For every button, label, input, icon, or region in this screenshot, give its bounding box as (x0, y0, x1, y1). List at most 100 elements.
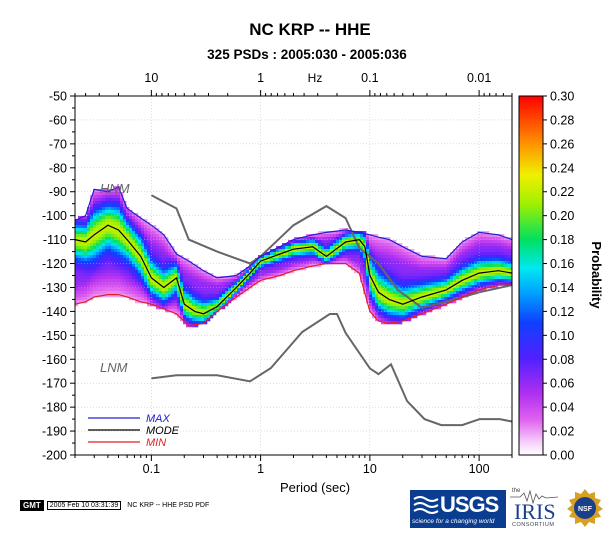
heatmap-cell (75, 291, 79, 295)
heatmap-cell (411, 294, 415, 298)
heatmap-cell (417, 264, 421, 268)
heatmap-cell (177, 297, 181, 301)
heatmap-cell (141, 249, 145, 253)
heatmap-cell (402, 273, 406, 277)
heatmap-cell (384, 264, 388, 268)
x-tick-label: 10 (363, 462, 377, 476)
heatmap-cell (93, 213, 97, 217)
heatmap-cell (231, 294, 235, 298)
colorbar-tick-label: 0.14 (550, 281, 574, 295)
heatmap-cell (141, 255, 145, 259)
heatmap-cell (447, 279, 451, 283)
heatmap-cell (183, 309, 187, 313)
heatmap-cell (90, 273, 94, 277)
heatmap-cell (384, 306, 388, 310)
heatmap-cell (96, 201, 100, 205)
usgs-logo: USGS science for a changing world (410, 490, 506, 528)
heatmap-cell (393, 249, 397, 253)
heatmap-cell (438, 267, 442, 271)
heatmap-cell (111, 273, 115, 277)
heatmap-cell (492, 252, 496, 256)
heatmap-cell (117, 252, 121, 256)
heatmap-cell (510, 258, 512, 262)
heatmap-cell (84, 255, 88, 259)
heatmap-cell (129, 222, 133, 226)
heatmap-cell (384, 246, 388, 250)
heatmap-cell (279, 264, 283, 268)
heatmap-cell (99, 255, 103, 259)
heatmap-cell (159, 291, 163, 295)
heatmap-cell (90, 210, 94, 214)
heatmap-cell (150, 261, 154, 265)
heatmap-cell (402, 264, 406, 268)
heatmap-cell (138, 285, 142, 289)
heatmap-cell (327, 240, 331, 244)
heatmap-cell (408, 276, 412, 280)
hnm-curve (150, 194, 512, 309)
heatmap-cell (96, 270, 100, 274)
heatmap-cell (294, 261, 298, 265)
heatmap-cell (252, 273, 256, 277)
heatmap-cell (426, 261, 430, 265)
heatmap-cell (489, 234, 493, 238)
series-max-line (75, 186, 512, 279)
heatmap-cell (129, 255, 133, 259)
heatmap-cell (114, 276, 118, 280)
heatmap-cell (510, 249, 512, 253)
heatmap-cell (126, 294, 130, 298)
heatmap-cell (435, 288, 439, 292)
heatmap-cell (357, 264, 361, 268)
heatmap-cell (90, 285, 94, 289)
heatmap-cell (468, 249, 472, 253)
heatmap-cell (102, 213, 106, 217)
heatmap-cell (171, 282, 175, 286)
heatmap-cell (114, 264, 118, 268)
heatmap-cell (402, 300, 406, 304)
heatmap-cell (399, 297, 403, 301)
heatmap-cell (408, 318, 412, 322)
heatmap-cell (339, 258, 343, 262)
colorbar-tick-label: 0.08 (550, 353, 574, 367)
heatmap-cell (453, 264, 457, 268)
heatmap-cell (426, 282, 430, 286)
usgs-wave-icon (413, 496, 439, 514)
heatmap-cell (510, 282, 512, 286)
heatmap-cell (459, 255, 463, 259)
heatmap-cell (438, 282, 442, 286)
heatmap-cell (396, 282, 400, 286)
heatmap-cell (333, 255, 337, 259)
heatmap-cell (339, 243, 343, 247)
heatmap-cell (432, 300, 436, 304)
heatmap-cell (75, 264, 79, 268)
heatmap-cell (168, 285, 172, 289)
heatmap-cell (96, 258, 100, 262)
heatmap-cell (105, 204, 109, 208)
heatmap-cell (351, 243, 355, 247)
heatmap-cell (183, 264, 187, 268)
heatmap-cell (474, 279, 478, 283)
heatmap-cell (180, 273, 184, 277)
heatmap-cell (135, 237, 139, 241)
grid-lines (75, 96, 512, 455)
heatmap-cell (234, 279, 238, 283)
y-tick-label: -70 (49, 137, 67, 151)
heatmap-cell (78, 294, 82, 298)
heatmap-cell (471, 282, 475, 286)
heatmap-cell (471, 267, 475, 271)
heatmap-cell (129, 225, 133, 229)
heatmap-cell (363, 252, 367, 256)
heatmap-cell (357, 249, 361, 253)
heatmap-cell (456, 252, 460, 256)
heatmap-cell (504, 258, 508, 262)
heatmap-cell (357, 270, 361, 274)
heatmap-cell (411, 303, 415, 307)
heatmap-cell (90, 294, 94, 298)
heatmap-cell (165, 276, 169, 280)
heatmap-cell (423, 276, 427, 280)
heatmap-cell (111, 243, 115, 247)
heatmap-cell (465, 291, 469, 295)
heatmap-cell (135, 270, 139, 274)
heatmap-cell (189, 312, 193, 316)
x-tick-label: 100 (469, 462, 490, 476)
heatmap-cell (81, 258, 85, 262)
